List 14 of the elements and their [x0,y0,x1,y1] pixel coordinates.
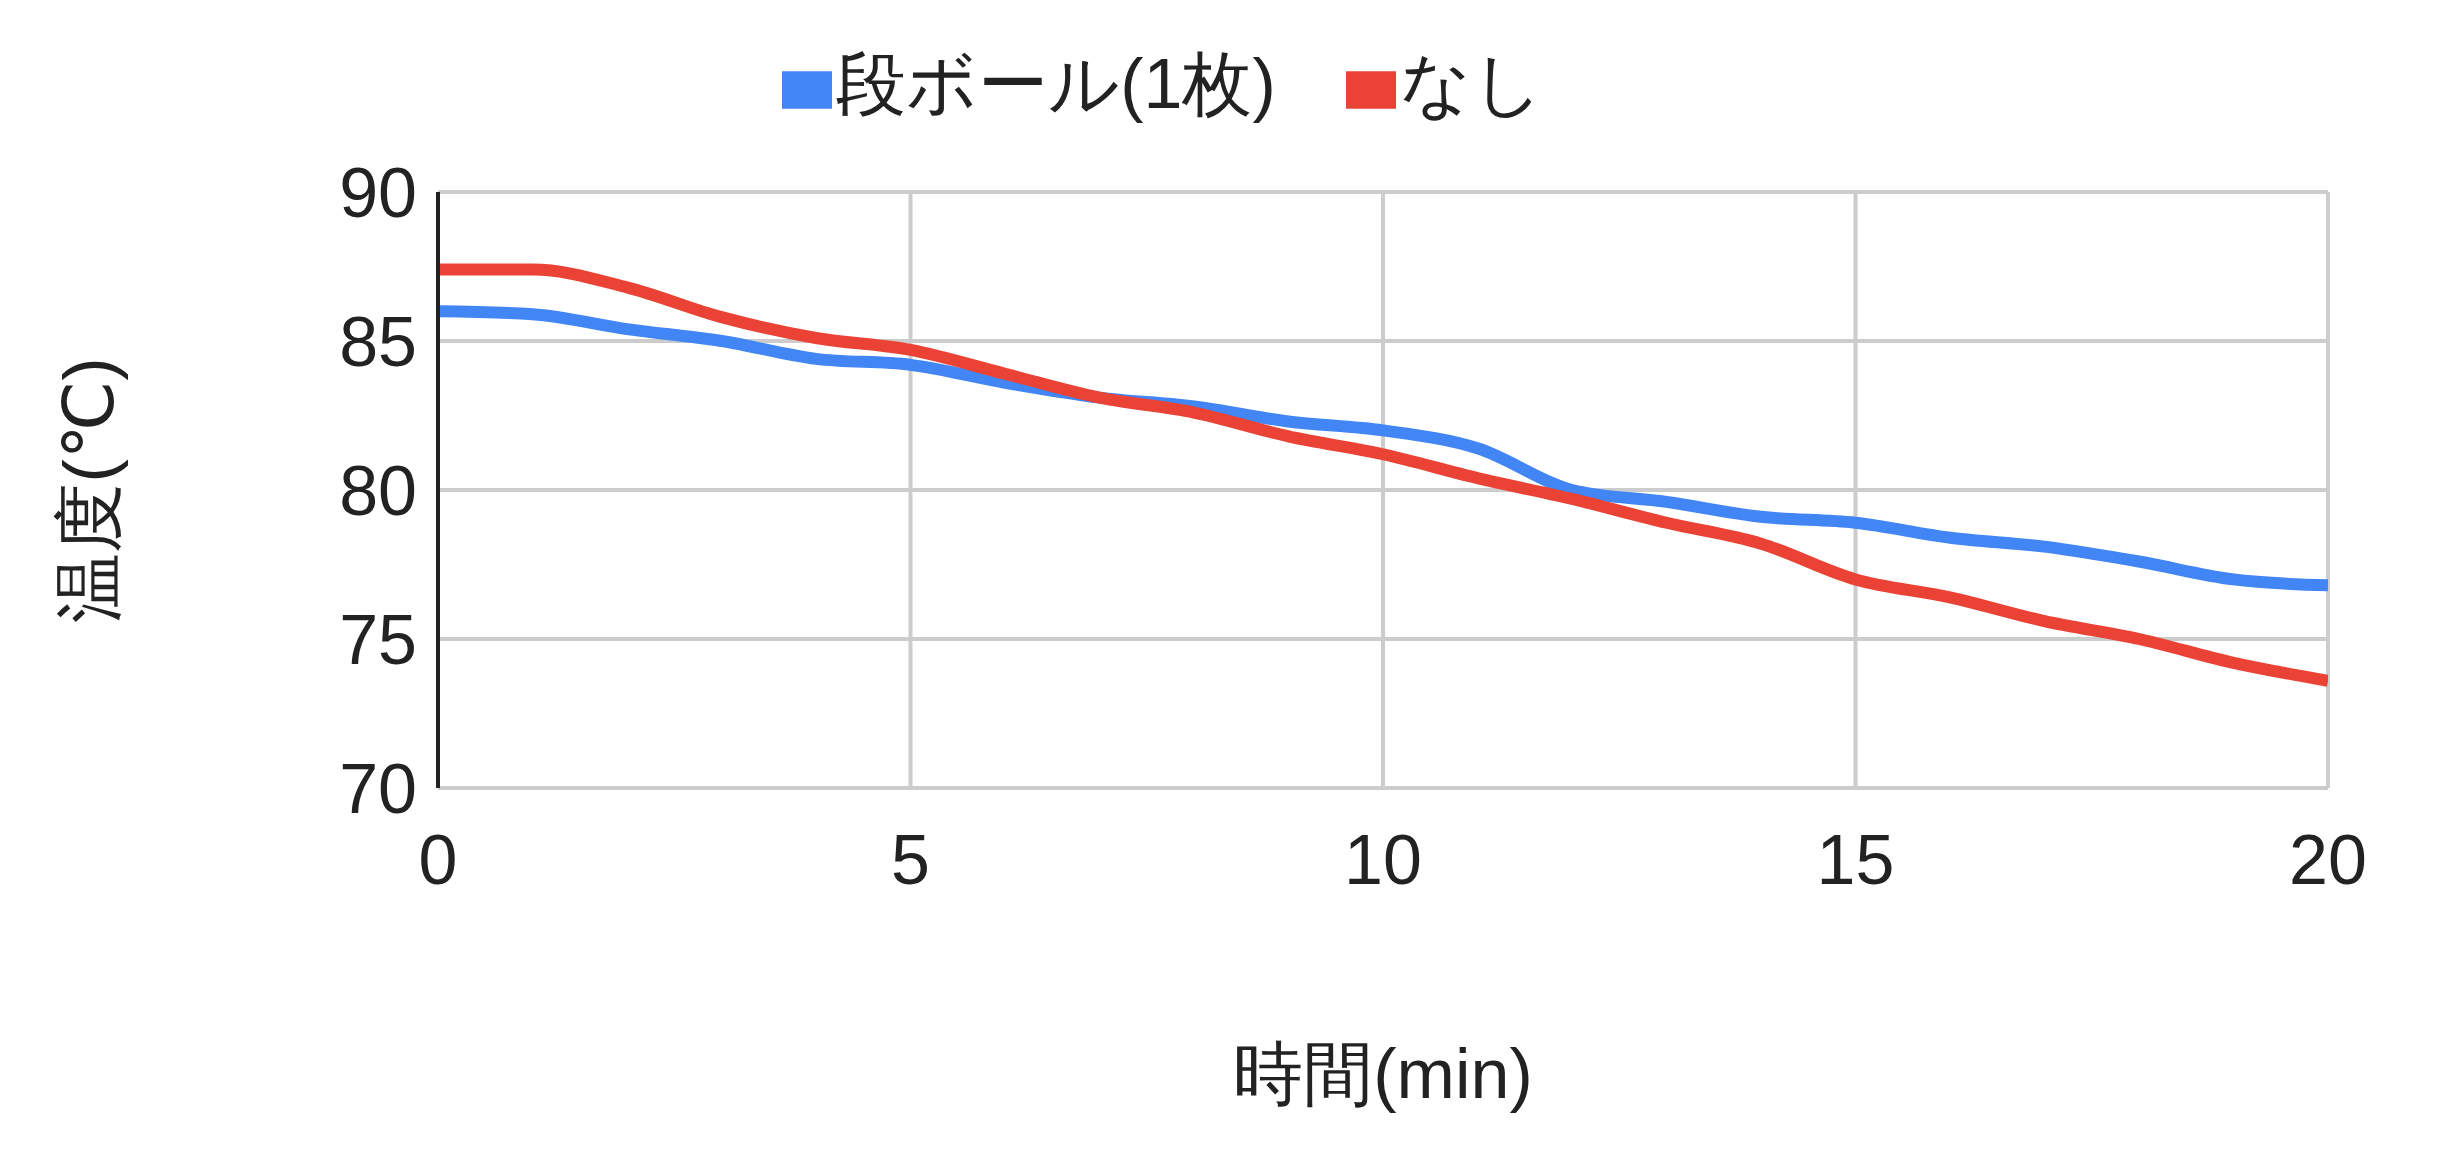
y-tick-label: 90 [339,153,417,232]
legend-label: なし [1399,45,1544,123]
x-tick-label: 10 [1344,820,1422,899]
y-axis-title: 温度(℃) [49,357,128,623]
y-tick-label: 80 [339,451,417,530]
x-tick-label: 20 [2289,820,2367,899]
x-tick-label: 0 [418,820,458,899]
y-tick-label: 70 [339,749,417,828]
x-axis-title: 時間(min) [1233,1035,1533,1113]
y-tick-label: 75 [339,600,417,679]
x-tick-label: 15 [1816,820,1895,899]
x-tick-label: 5 [891,820,930,899]
y-tick-label: 85 [339,302,417,381]
legend-label: 段ボール(1枚) [836,45,1276,123]
